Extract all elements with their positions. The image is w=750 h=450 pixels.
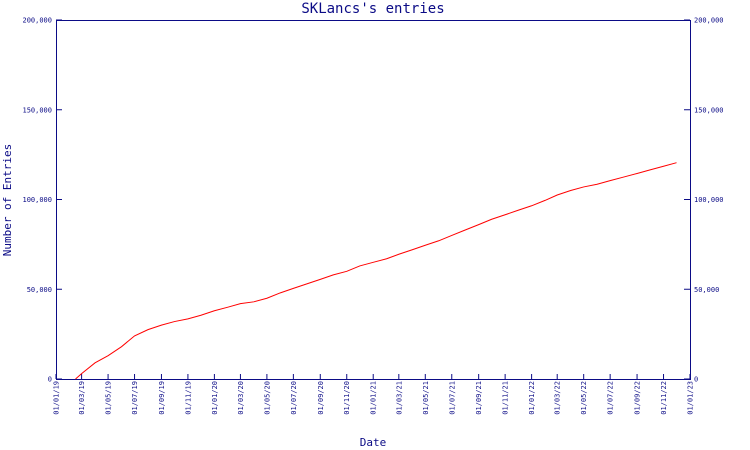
x-tick-label: 01/11/22 (660, 381, 668, 415)
x-tick-label: 01/11/20 (343, 381, 351, 415)
x-tick-label: 01/01/23 (687, 381, 695, 415)
x-tick-label: 01/05/21 (422, 381, 430, 415)
x-tick-label: 01/05/19 (105, 381, 113, 415)
y-tick-label-right: 50,000 (694, 286, 719, 294)
x-tick-label: 01/09/22 (634, 381, 642, 415)
x-tick-label: 01/11/21 (502, 381, 510, 415)
x-tick-label: 01/05/20 (263, 381, 271, 415)
x-axis-label: Date (360, 436, 387, 449)
x-tick-label: 01/07/20 (290, 381, 298, 415)
x-tick-label: 01/03/20 (237, 381, 245, 415)
x-tick-label: 01/03/19 (78, 381, 86, 415)
y-tick-label-left: 0 (48, 376, 52, 384)
x-tick-label: 01/07/19 (131, 381, 139, 415)
x-tick-label: 01/01/21 (370, 381, 378, 415)
x-tick-label: 01/07/21 (448, 381, 456, 415)
x-tick-label: 01/11/19 (184, 381, 192, 415)
y-tick-label-left: 50,000 (27, 286, 52, 294)
series-line (75, 162, 677, 380)
x-tick-label: 01/09/21 (475, 381, 483, 415)
x-tick-label: 01/01/19 (53, 381, 61, 415)
y-axis-label: Number of Entries (1, 144, 14, 257)
y-tick-label-left: 150,000 (22, 106, 52, 114)
x-tick-label: 01/01/20 (211, 381, 219, 415)
x-tick-label: 01/03/21 (395, 381, 403, 415)
x-tick-label: 01/09/19 (158, 381, 166, 415)
x-tick-label: 01/07/22 (607, 381, 615, 415)
y-axis-left: 0 50,000 100,000 150,000 200,000 (22, 17, 62, 384)
chart-title: SKLancs's entries (301, 1, 444, 17)
x-axis: 01/01/19 01/03/19 01/05/19 01/07/19 01/09/19… (53, 374, 695, 415)
x-tick-label: 01/05/22 (580, 381, 588, 415)
y-tick-label-right: 150,000 (694, 106, 724, 114)
y-axis-right: 0 50,000 100,000 150,000 200,000 (684, 17, 724, 384)
y-tick-label-left: 100,000 (22, 196, 52, 204)
x-tick-label: 01/03/22 (554, 381, 562, 415)
y-tick-label-right: 200,000 (694, 17, 724, 25)
x-tick-label: 01/09/20 (317, 381, 325, 415)
y-tick-label-right: 0 (694, 376, 698, 384)
x-tick-label: 01/01/22 (528, 381, 536, 415)
y-tick-label-left: 200,000 (22, 17, 52, 25)
y-tick-label-right: 100,000 (694, 196, 724, 204)
